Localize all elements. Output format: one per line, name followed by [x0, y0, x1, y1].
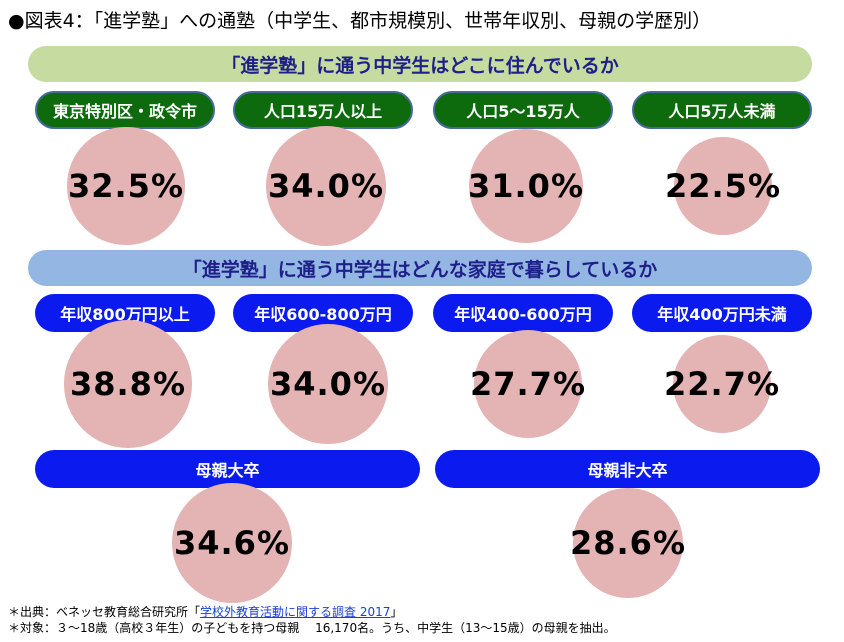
bubble — [268, 324, 388, 444]
value-label: 22.7% — [663, 365, 781, 403]
subjects-footnote: ＊対象：３～18歳（高校３年生）の子どもを持つ母親 16,170名。うち、中学生… — [8, 621, 616, 635]
source-prefix: ＊出典：ベネッセ教育総合研究所「 — [8, 605, 201, 619]
category-label: 母親非大卒 — [435, 450, 820, 488]
bubble — [468, 128, 584, 244]
bubble — [266, 126, 386, 246]
source-suffix: 」 — [390, 605, 403, 619]
section-heading-residence: 「進学塾」に通う中学生はどこに住んでいるか — [28, 46, 812, 82]
category-label: 年収400万円未満 — [632, 294, 812, 332]
value-label: 34.6% — [173, 524, 291, 562]
value-label: 22.5% — [664, 167, 782, 205]
category-label: 人口5万人未満 — [632, 91, 812, 129]
category-label: 東京特別区・政令市 — [35, 91, 215, 129]
category-label: 母親大卒 — [35, 450, 420, 488]
bubble — [67, 127, 185, 245]
bubble — [64, 320, 192, 448]
value-label: 27.7% — [469, 365, 587, 403]
bubble — [171, 482, 293, 604]
value-label: 34.0% — [267, 167, 385, 205]
value-label: 38.8% — [69, 365, 187, 403]
value-label: 28.6% — [569, 524, 687, 562]
bubble — [473, 329, 583, 439]
section-heading-household: 「進学塾」に通う中学生はどんな家庭で暮らしているか — [28, 250, 812, 286]
source-link[interactable]: 学校外教育活動に関する調査 2017 — [200, 605, 391, 619]
category-label: 人口15万人以上 — [233, 91, 413, 129]
bubble — [573, 488, 683, 598]
figure-title: ●図表4：「進学塾」への通塾（中学生、都市規模別、世帯年収別、母親の学歴別） — [8, 10, 712, 32]
category-label: 年収400-600万円 — [433, 294, 613, 332]
value-label: 34.0% — [269, 365, 387, 403]
category-label: 人口5～15万人 — [433, 91, 613, 129]
bubble — [674, 137, 772, 235]
bubble — [673, 335, 771, 433]
source-footnote: ＊出典：ベネッセ教育総合研究所「学校外教育活動に関する調査 2017」 — [8, 603, 402, 620]
value-label: 32.5% — [67, 167, 185, 205]
value-label: 31.0% — [467, 167, 585, 205]
